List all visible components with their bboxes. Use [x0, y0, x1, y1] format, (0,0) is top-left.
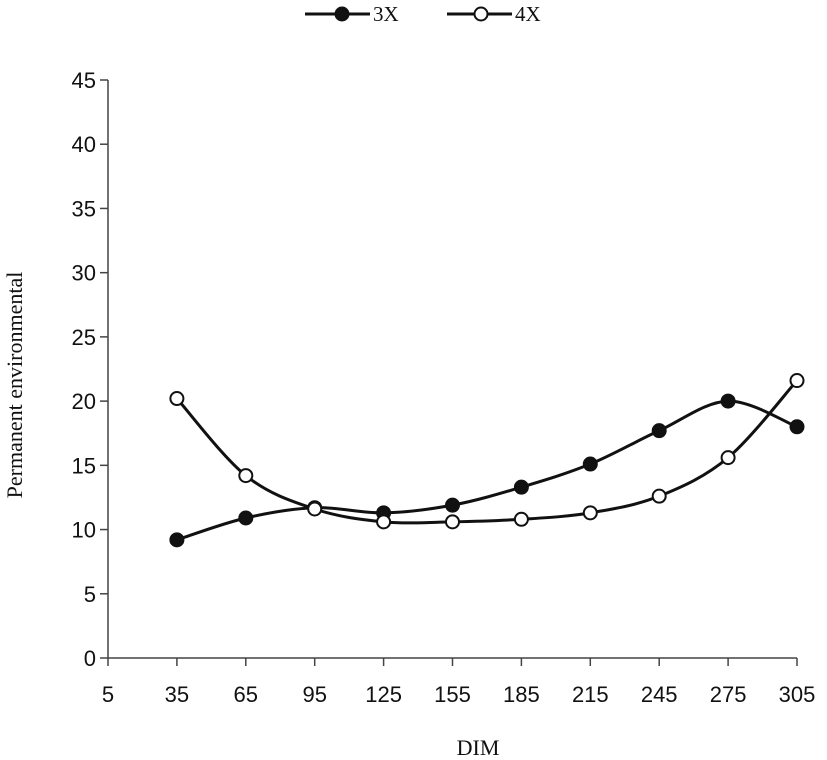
data-point-3x	[445, 497, 460, 513]
y-tick-label: 35	[72, 196, 96, 221]
data-point-4x	[789, 373, 805, 389]
y-axis-title: Permanent environmental	[2, 272, 27, 499]
data-point-4x	[376, 514, 392, 530]
y-tick-label: 20	[72, 389, 96, 414]
legend-marker-3x	[334, 6, 350, 22]
x-tick-label: 125	[365, 682, 402, 707]
x-tick-label: 305	[779, 682, 816, 707]
data-point-3x	[720, 393, 736, 409]
data-point-4x	[445, 514, 460, 530]
data-point-3x	[513, 479, 529, 495]
data-point-4x	[307, 501, 323, 517]
series-4x	[169, 373, 805, 530]
data-point-3x	[651, 423, 667, 439]
data-point-4x	[651, 488, 667, 504]
series-layer	[169, 373, 805, 548]
x-tick-label: 95	[302, 682, 326, 707]
legend: 3X 4X	[305, 2, 541, 26]
series-line-3x	[176, 399, 798, 542]
y-tick-label: 10	[72, 518, 96, 543]
x-tick-label: 245	[641, 682, 678, 707]
legend-label-4x: 4X	[515, 2, 541, 26]
x-tick-label: 215	[572, 682, 609, 707]
y-tick-label: 30	[72, 261, 96, 286]
legend-marker-4x	[473, 6, 489, 22]
data-point-3x	[169, 532, 185, 548]
x-tick-label: 155	[434, 682, 471, 707]
x-tick-label: 35	[165, 682, 189, 707]
x-tick-label: 185	[503, 682, 540, 707]
y-tick-label: 15	[72, 453, 96, 478]
data-point-3x	[238, 510, 254, 526]
y-tick-label: 0	[84, 646, 96, 671]
data-point-3x	[789, 419, 805, 435]
series-line-4x	[175, 379, 799, 525]
data-point-4x	[238, 468, 254, 484]
x-axis-title: DIM	[457, 735, 500, 760]
y-tick-label: 40	[72, 132, 96, 157]
legend-label-3x: 3X	[373, 2, 399, 26]
data-point-4x	[169, 391, 185, 407]
data-point-3x	[582, 456, 598, 472]
x-tick-label: 5	[102, 682, 114, 707]
y-tick-label: 25	[72, 325, 96, 350]
y-tick-label: 45	[72, 68, 96, 93]
data-point-4x	[720, 450, 736, 466]
data-point-4x	[582, 505, 598, 521]
data-point-4x	[513, 511, 529, 527]
x-tick-label: 65	[234, 682, 258, 707]
x-tick-label: 275	[710, 682, 747, 707]
y-tick-label: 5	[84, 582, 96, 607]
